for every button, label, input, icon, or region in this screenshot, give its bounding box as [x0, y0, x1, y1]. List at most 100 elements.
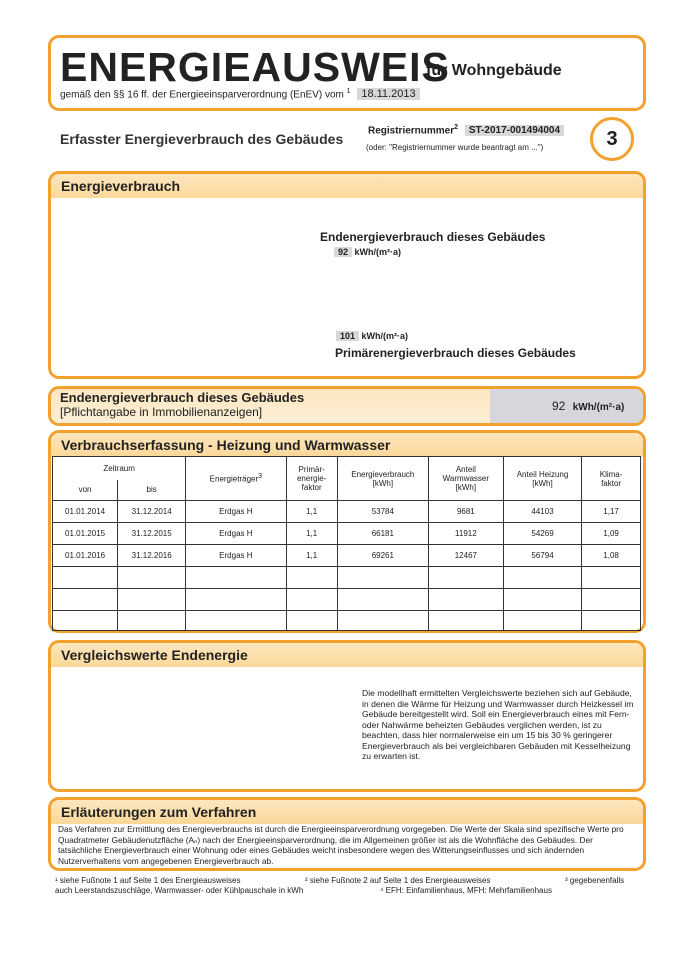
final-label: Endenergieverbrauch dieses Gebäudes [320, 230, 546, 244]
table-cell [285, 610, 338, 631]
table-cell: Energieverbrauch [kWh] [336, 456, 429, 501]
table-cell: 69261 [336, 544, 429, 567]
table-cell: 56794 [502, 544, 583, 567]
table-heading: Verbrauchserfassung - Heizung und Warmwa… [51, 433, 643, 457]
table-cell [185, 588, 287, 611]
table-row: Zeitraum Energieträger3 Primär- energie- f… [51, 456, 641, 501]
registration-label: Registriernummer [368, 125, 455, 137]
subtitle: gemäß den §§ 16 ff. der Energieeinsparve… [60, 89, 344, 101]
table-row: 01.01.2015 31.12.2015 Erdgas H 1,1 66181 1191… [51, 522, 641, 545]
date: 18.11.2013 [357, 88, 420, 101]
summary-note: [Pflichtangabe in Immobilienanzeigen] [60, 405, 263, 419]
table-cell [117, 566, 187, 589]
table-cell: 1,09 [581, 522, 641, 545]
table-cell [336, 610, 429, 631]
primary-unit: kWh/(m²·a) [361, 331, 409, 341]
table-cell: 01.01.2016 [51, 544, 119, 567]
column-header: Klima- faktor [599, 469, 623, 488]
table-cell [117, 610, 187, 631]
column-header: Anteil Warmwasser [kWh] [442, 465, 490, 492]
column-header: Anteil Heizung [kWh] [516, 469, 569, 488]
table-cell: Erdgas H [185, 500, 287, 523]
table-cell [502, 566, 583, 589]
registration-heading: Erfasster Energieverbrauch des Gebäudes [60, 131, 344, 147]
table-cell [117, 588, 187, 611]
table-cell [427, 588, 504, 611]
table-cell: 12467 [427, 544, 504, 567]
table-cell: Anteil Warmwasser [kWh] [427, 456, 504, 501]
table-row: von bis [51, 479, 641, 501]
subtitle-note: 1 [346, 88, 351, 95]
table-cell: 54269 [502, 522, 583, 545]
final-value-line: 92 kWh/(m²·a) [334, 247, 401, 257]
table-cell: 1,1 [285, 500, 338, 523]
table-cell: 1,08 [581, 544, 641, 567]
table-cell: von [51, 479, 119, 501]
header-box [48, 35, 646, 111]
table-cell: Klima- faktor [581, 456, 641, 501]
table-row: 01.01.2014 31.12.2014 Erdgas H 1,1 53784 9681… [51, 500, 641, 523]
table-cell: 44103 [502, 500, 583, 523]
table-cell [285, 566, 338, 589]
registration-number: ST-2017-001494004 [464, 125, 565, 137]
table-cell [51, 610, 119, 631]
table-cell [427, 610, 504, 631]
table-cell: Erdgas H [185, 522, 287, 545]
table-cell [427, 566, 504, 589]
summary-value-line: 92 kWh/(m²·a) [552, 399, 624, 413]
footnote-4: ⁴ EFH: Einfamilienhaus, MFH: Mehrfamilie… [380, 886, 552, 895]
carrier-note: 3 [258, 473, 263, 481]
table-cell [51, 566, 119, 589]
registration-hint: (oder: "Registriernummer wurde beantragt… [366, 143, 544, 152]
table-cell [336, 566, 429, 589]
table-row: 01.01.2016 31.12.2016 Erdgas H 1,1 69261 1246… [51, 544, 641, 567]
column-header: Energieverbrauch [kWh] [351, 469, 415, 488]
table-cell: 1,17 [581, 500, 641, 523]
table-cell [185, 566, 287, 589]
table-cell: Anteil Heizung [kWh] [502, 456, 583, 501]
table-cell: Erdgas H [185, 544, 287, 567]
summary-value-box [490, 389, 643, 423]
table-cell: bis [117, 479, 187, 501]
table-cell: 1,1 [285, 544, 338, 567]
table-cell [581, 566, 641, 589]
explanation-heading: Erläuterungen zum Verfahren [51, 800, 643, 824]
consumption-table: Zeitraum Energieträger3 Primär- energie- f… [51, 456, 641, 631]
registration-line: Registriernummer2 ST-2017-001494004 [368, 124, 565, 137]
table-cell [502, 588, 583, 611]
table-cell [581, 610, 641, 631]
table-cell: 9681 [427, 500, 504, 523]
table-cell: Primär- energie- faktor [285, 456, 338, 501]
table-row [51, 610, 641, 631]
footnote-2: ² siehe Fußnote 2 auf Seite 1 des Energi… [305, 876, 491, 885]
table-cell [185, 610, 287, 631]
primary-value: 101 [336, 331, 360, 341]
table-cell: 66181 [336, 522, 429, 545]
consumption-heading: Energieverbrauch [51, 174, 643, 198]
final-unit: kWh/(m²·a) [354, 247, 402, 257]
title: ENERGIEAUSWEIS [60, 44, 450, 90]
final-value: 92 [334, 247, 353, 257]
column-header: Energieträger [209, 474, 259, 484]
title-suffix: für Wohngebäude [426, 62, 562, 79]
comparison-text: Die modellhaft ermittelten Vergleichswer… [362, 688, 634, 761]
summary-value: 92 [552, 399, 566, 413]
table-cell: 1,1 [285, 522, 338, 545]
consumption-box [48, 171, 646, 379]
table-cell: Energieträger3 [185, 456, 287, 501]
table-cell [51, 588, 119, 611]
summary-heading: Endenergieverbrauch dieses Gebäudes [60, 390, 305, 405]
table-cell [285, 588, 338, 611]
explanation-text: Das Verfahren zur Ermittlung des Energie… [58, 824, 624, 866]
table-cell [502, 610, 583, 631]
table-cell: Zeitraum [51, 456, 187, 480]
summary-fill [51, 389, 490, 423]
footnote-3: ³ gegebenenfalls auch Leerstandszuschläg… [55, 876, 625, 895]
primary-value-line: 101 kWh/(m²·a) [336, 331, 408, 341]
summary-unit: kWh/(m²·a) [572, 402, 625, 413]
table-cell: 53784 [336, 500, 429, 523]
table-cell: 01.01.2015 [51, 522, 119, 545]
